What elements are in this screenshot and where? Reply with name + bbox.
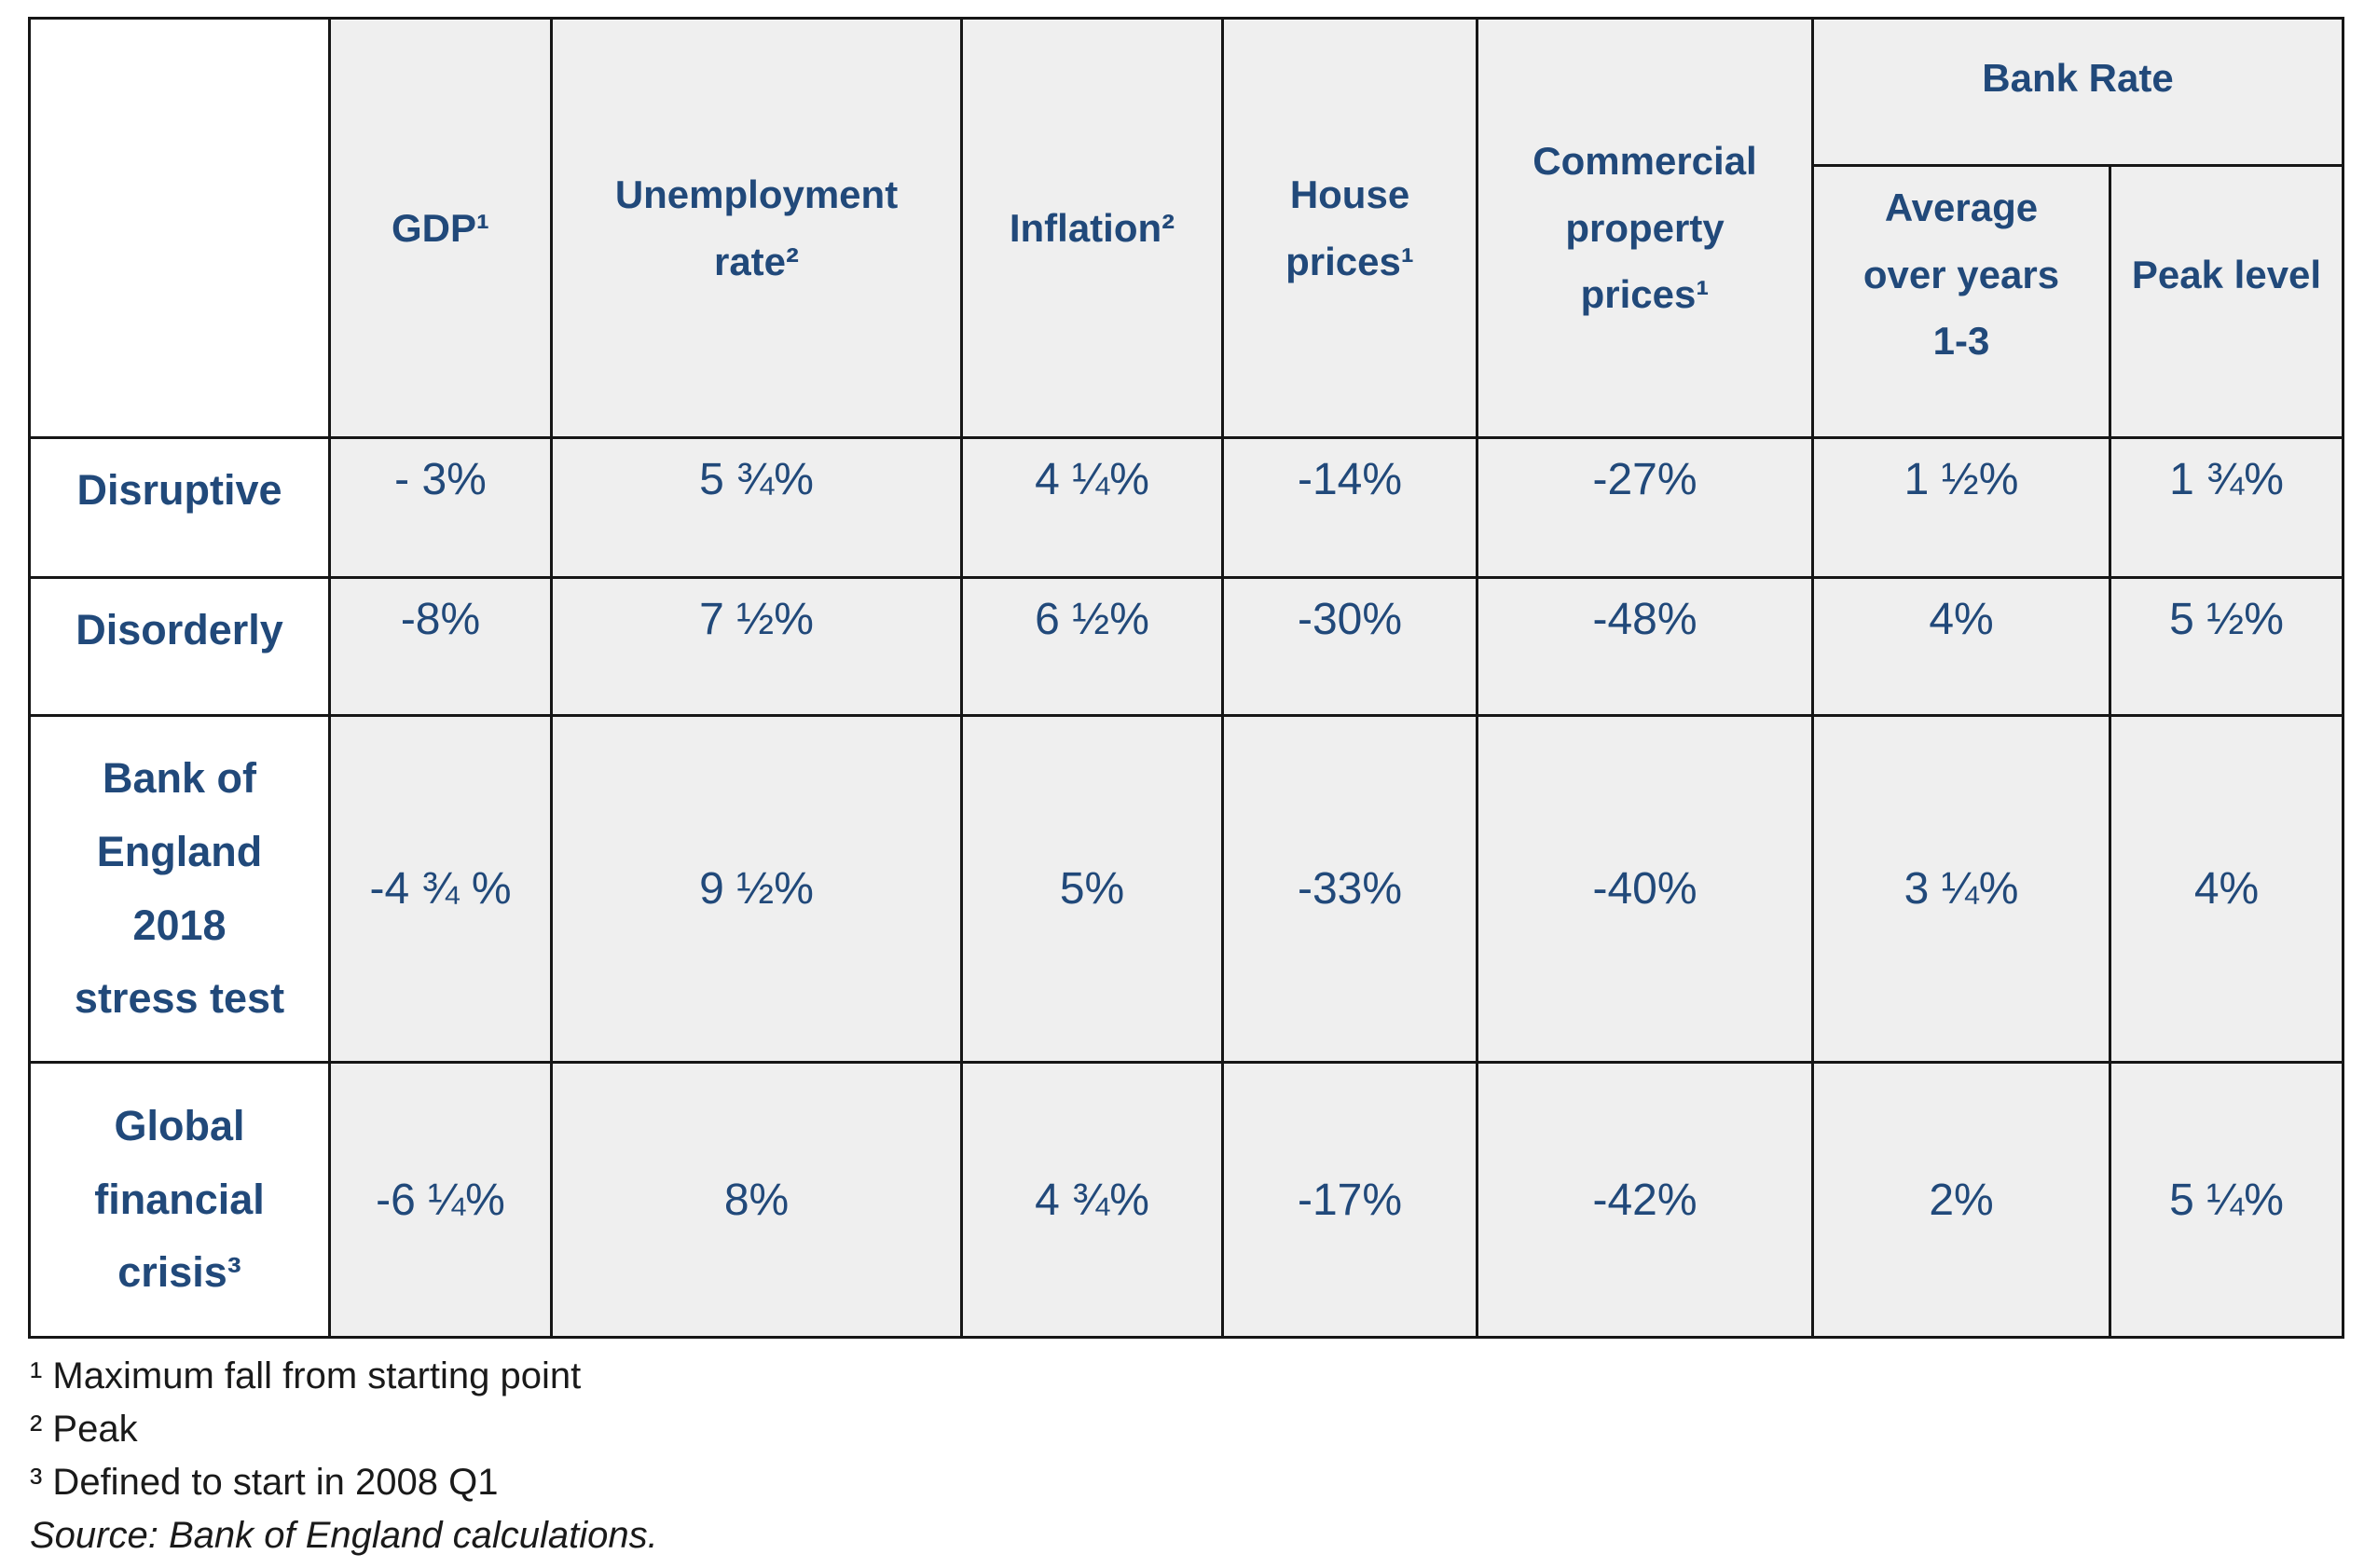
table-row-boe-2018-stress-test: Bank of England 2018 stress test -4 ¾ % … xyxy=(28,714,2344,1064)
column-header-bank-rate-peak: Peak level xyxy=(2109,164,2344,439)
data-cell: -27% xyxy=(1476,436,1814,579)
column-header-bank-rate-group: Bank Rate xyxy=(1811,17,2344,167)
data-cell: 4 ¾% xyxy=(960,1061,1224,1339)
column-header-gdp: GDP¹ xyxy=(328,17,553,439)
column-header-bank-rate-average: Average over years 1-3 xyxy=(1811,164,2111,439)
data-cell: -42% xyxy=(1476,1061,1814,1339)
data-cell: 1 ½% xyxy=(1811,436,2111,579)
table-row-disruptive: Disruptive - 3% 5 ¾% 4 ¼% -14% -27% 1 ½%… xyxy=(28,436,2344,579)
column-header-house-prices: House prices¹ xyxy=(1221,17,1478,439)
header-row-2: Average over years 1-3 Peak level xyxy=(30,164,2344,439)
footnotes: ¹ Maximum fall from starting point ² Pea… xyxy=(30,1350,2267,1562)
footnote-1: ¹ Maximum fall from starting point xyxy=(30,1355,582,1396)
data-cell: 4 ¼% xyxy=(960,436,1224,579)
column-header-inflation: Inflation² xyxy=(960,17,1224,439)
footnote-3: ³ Defined to start in 2008 Q1 xyxy=(30,1462,499,1503)
data-cell: 1 ¾% xyxy=(2109,436,2344,579)
data-cell: -17% xyxy=(1221,1061,1478,1339)
data-cell: 7 ½% xyxy=(550,576,963,717)
data-cell: 9 ½% xyxy=(550,714,963,1064)
data-cell: 6 ½% xyxy=(960,576,1224,717)
data-cell: 5 ½% xyxy=(2109,576,2344,717)
source-note: Source: Bank of England calculations. xyxy=(30,1515,658,1556)
data-cell: 4% xyxy=(2109,714,2344,1064)
table-row-global-financial-crisis: Global financial crisis³ -6 ¼% 8% 4 ¾% -… xyxy=(28,1061,2344,1339)
table-body: Disruptive - 3% 5 ¾% 4 ¼% -14% -27% 1 ½%… xyxy=(28,436,2344,1339)
stress-scenarios-table: GDP¹ Unemployment rate² Inflation² House… xyxy=(28,17,2344,1339)
corner-cell xyxy=(28,17,331,439)
row-label: Disruptive xyxy=(28,436,331,579)
column-header-unemployment: Unemployment rate² xyxy=(550,17,963,439)
row-label: Disorderly xyxy=(28,576,331,717)
data-cell: 5% xyxy=(960,714,1224,1064)
row-label: Global financial crisis³ xyxy=(28,1061,331,1339)
data-cell: 8% xyxy=(550,1061,963,1339)
data-cell: 5 ¼% xyxy=(2109,1061,2344,1339)
data-cell: -40% xyxy=(1476,714,1814,1064)
data-cell: -33% xyxy=(1221,714,1478,1064)
data-cell: 3 ¼% xyxy=(1811,714,2111,1064)
data-cell: -48% xyxy=(1476,576,1814,717)
header-row-1: GDP¹ Unemployment rate² Inflation² House… xyxy=(28,17,2344,439)
data-cell: -6 ¼% xyxy=(328,1061,553,1339)
table-row-disorderly: Disorderly -8% 7 ½% 6 ½% -30% -48% 4% 5 … xyxy=(28,576,2344,717)
row-label: Bank of England 2018 stress test xyxy=(28,714,331,1064)
footnote-2: ² Peak xyxy=(30,1409,138,1450)
data-cell: 5 ¾% xyxy=(550,436,963,579)
table-header: GDP¹ Unemployment rate² Inflation² House… xyxy=(28,17,2344,439)
data-cell: 2% xyxy=(1811,1061,2111,1339)
data-cell: - 3% xyxy=(328,436,553,579)
data-cell: 4% xyxy=(1811,576,2111,717)
data-cell: -8% xyxy=(328,576,553,717)
data-cell: -14% xyxy=(1221,436,1478,579)
data-cell: -4 ¾ % xyxy=(328,714,553,1064)
column-header-commercial-property: Commercial property prices¹ xyxy=(1476,17,1814,439)
data-cell: -30% xyxy=(1221,576,1478,717)
